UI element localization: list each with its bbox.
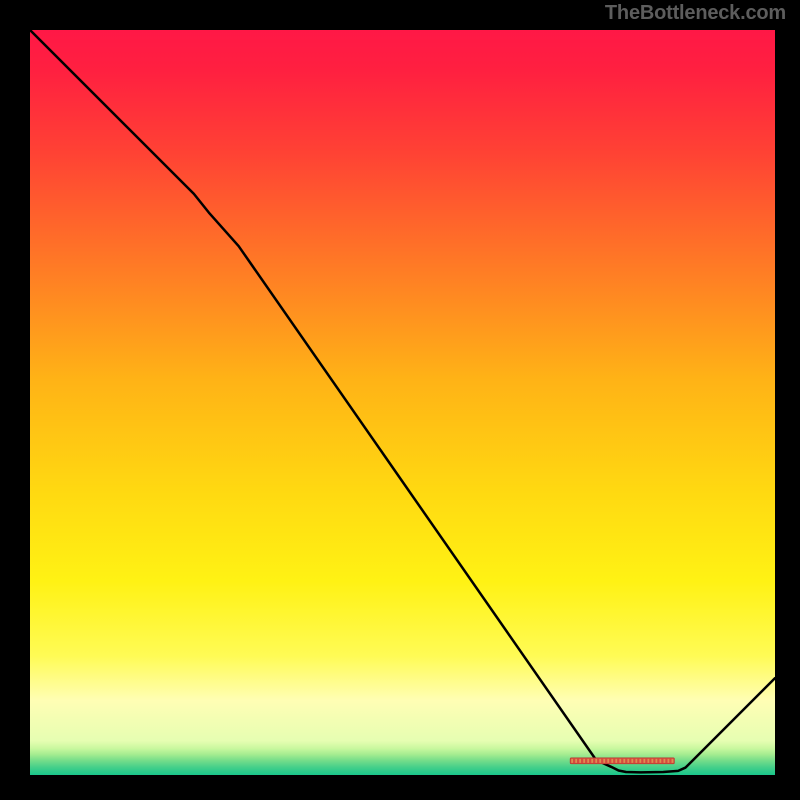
optimal-range-tick [587,759,589,763]
optimal-range-tick [643,759,645,763]
optimal-range-tick [651,759,653,763]
optimal-range-tick [595,759,597,763]
optimal-range-tick [631,759,633,763]
optimal-range-tick [615,759,617,763]
optimal-range-tick [664,759,666,763]
optimal-range-tick [647,759,649,763]
optimal-range-tick [575,759,577,763]
optimal-range-tick [619,759,621,763]
chart-stage: TheBottleneck.com [0,0,800,800]
optimal-range-tick [639,759,641,763]
optimal-range-tick [583,759,585,763]
optimal-range-tick [611,759,613,763]
watermark-text: TheBottleneck.com [605,2,786,25]
optimal-range-tick [623,759,625,763]
optimal-range-tick [591,759,593,763]
optimal-range-tick [571,759,573,763]
optimal-range-tick [655,759,657,763]
optimal-range-tick [599,759,601,763]
optimal-range-tick [635,759,637,763]
optimal-range-tick [659,759,661,763]
optimal-range-bar [570,758,674,764]
bottleneck-chart [0,0,800,800]
optimal-range-tick [672,759,674,763]
optimal-range-tick [579,759,581,763]
optimal-range-tick [607,759,609,763]
optimal-range-tick [668,759,670,763]
optimal-range-tick [627,759,629,763]
optimal-range-tick [603,759,605,763]
